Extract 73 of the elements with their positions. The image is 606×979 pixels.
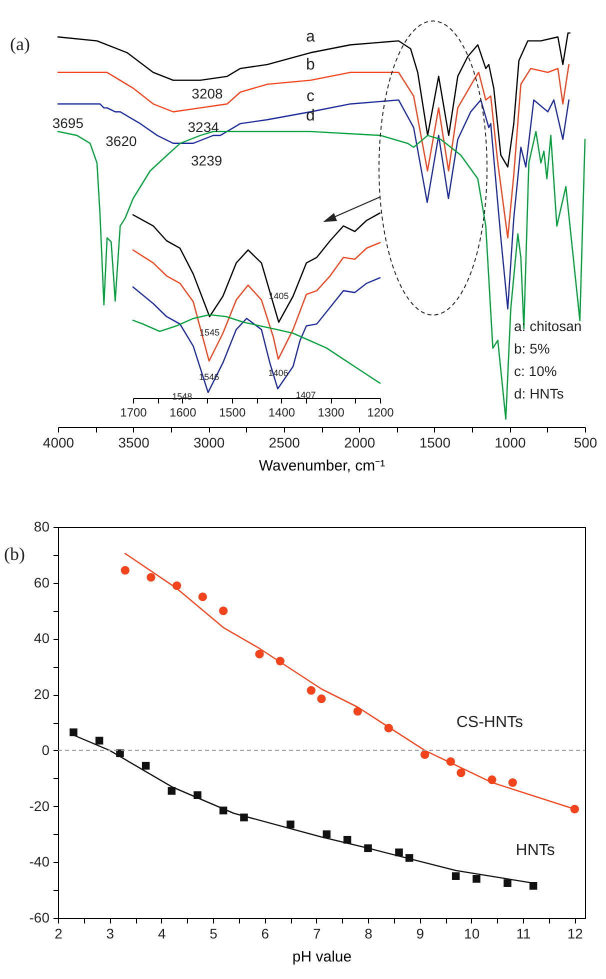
x-tick-label: 1000 xyxy=(494,434,526,450)
point xyxy=(395,848,403,856)
series-label: a xyxy=(306,28,316,46)
x-tick-label: 5 xyxy=(210,926,218,942)
annotation: d: HNTs xyxy=(514,386,564,402)
x-tick-label: 11 xyxy=(516,926,531,942)
x-tick-label: 2000 xyxy=(344,434,376,450)
x-tick-label: 7 xyxy=(312,926,321,942)
annotation: c: 10% xyxy=(514,363,557,379)
x-tick-label: 1500 xyxy=(419,434,451,450)
point xyxy=(452,872,460,880)
point xyxy=(146,572,156,582)
x-tick-label: 3500 xyxy=(118,434,150,450)
x-axis-title: Wavenumber, cm⁻¹ xyxy=(258,458,386,474)
point xyxy=(306,686,316,695)
y-tick-label: 40 xyxy=(34,630,50,646)
x-tick-label: 8 xyxy=(364,926,373,942)
point xyxy=(504,879,512,887)
y-tick-label: -60 xyxy=(29,910,50,926)
x-tick-label: 12 xyxy=(567,926,584,942)
x-tick-label: 6 xyxy=(261,926,270,942)
point xyxy=(198,592,207,602)
point xyxy=(168,787,176,795)
point xyxy=(529,882,538,890)
x-tick-label: 4000 xyxy=(42,434,74,450)
x-tick-label: 2500 xyxy=(268,434,300,450)
series-label: CS-HNTs xyxy=(456,714,524,732)
point xyxy=(255,650,264,658)
x-tick-label: 1600 xyxy=(170,406,197,420)
point xyxy=(95,736,104,745)
x-tick-label: 1400 xyxy=(268,406,296,420)
x-tick-label: 2 xyxy=(54,926,63,942)
annotation: 3234 xyxy=(188,118,220,135)
x-tick-label: 500 xyxy=(574,434,598,450)
point xyxy=(456,768,466,778)
annotation: 3620 xyxy=(106,132,137,149)
point xyxy=(286,820,294,828)
y-tick-label: -20 xyxy=(29,798,50,814)
x-tick-label: 1300 xyxy=(318,406,345,420)
y-tick-label: 0 xyxy=(42,742,50,758)
x-axis-title: pH value xyxy=(292,948,352,966)
y-tick-label: -40 xyxy=(29,854,50,870)
x-tick-label: 1500 xyxy=(218,406,246,420)
point xyxy=(317,694,326,704)
series-label: HNTs xyxy=(516,842,555,859)
series-label: c xyxy=(306,88,315,105)
point xyxy=(472,875,480,883)
point xyxy=(219,606,228,616)
x-tick-label: 4 xyxy=(158,926,166,942)
x-tick-label: 3000 xyxy=(193,434,225,450)
y-tick-label: 20 xyxy=(34,686,50,702)
x-tick-label: 1700 xyxy=(120,406,148,420)
x-tick-label: 1200 xyxy=(367,406,394,420)
annotation: b: 5% xyxy=(514,340,550,356)
point xyxy=(194,791,202,799)
series-label: b xyxy=(306,56,316,74)
point xyxy=(142,762,150,770)
x-tick-label: 10 xyxy=(464,926,480,942)
annotation: 3695 xyxy=(52,114,84,131)
x-tick-label: 3 xyxy=(106,926,114,942)
point xyxy=(508,778,517,787)
series-label: d xyxy=(306,108,315,124)
text: (b) xyxy=(4,544,25,564)
annotation: 3208 xyxy=(192,85,224,102)
point xyxy=(120,566,130,575)
y-tick-label: 80 xyxy=(34,518,50,534)
annotation: 1407 xyxy=(296,390,316,400)
annotation: 3239 xyxy=(191,152,222,168)
text: (a) xyxy=(10,34,30,54)
y-tick-label: 60 xyxy=(34,574,50,590)
x-tick-label: 9 xyxy=(416,926,424,942)
annotation: a: chitosan xyxy=(514,318,582,334)
point xyxy=(70,728,78,736)
